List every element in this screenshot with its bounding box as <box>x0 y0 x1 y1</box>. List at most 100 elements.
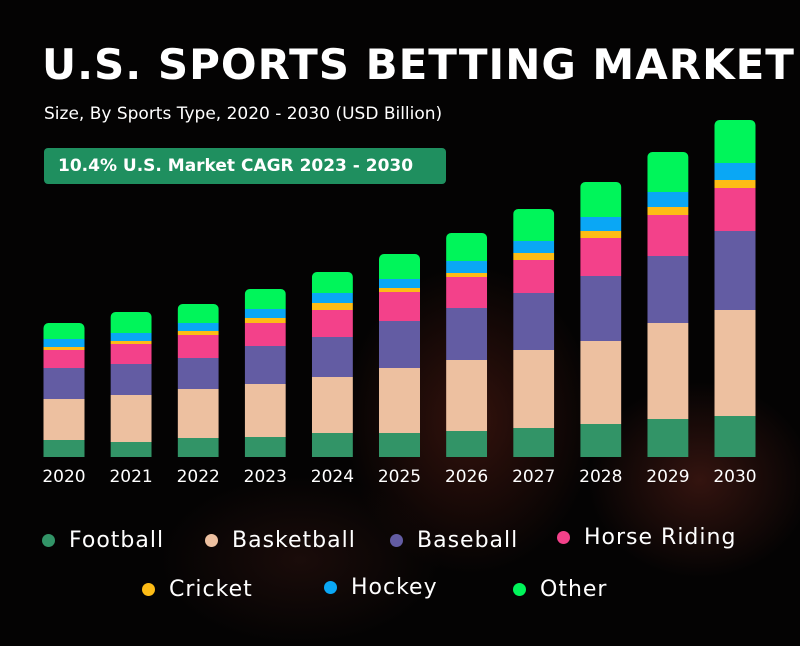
bar-segment-other-2024 <box>311 272 353 293</box>
bar-2030 <box>714 120 756 457</box>
x-tick-label: 2030 <box>713 467 756 487</box>
bar-segment-other-2028 <box>580 182 622 217</box>
legend-swatch <box>324 581 337 594</box>
legend-label: Other <box>540 577 608 602</box>
bar-segment-cricket-2027 <box>513 253 555 260</box>
legend-label: Basketball <box>232 528 356 553</box>
bar-segment-baseball-2030 <box>714 231 756 310</box>
bar-segment-hockey-2025 <box>379 279 420 288</box>
bar-segment-basketball-2021 <box>110 395 152 442</box>
legend-label: Hockey <box>351 575 438 600</box>
bar-segment-football-2025 <box>379 433 420 457</box>
bar-segment-cricket-2024 <box>311 303 353 310</box>
bar-segment-horse-riding-2030 <box>714 188 756 231</box>
bar-segment-football-2028 <box>580 424 622 457</box>
bar-segment-basketball-2026 <box>446 360 488 431</box>
legend-swatch <box>513 583 526 596</box>
bar-segment-hockey-2030 <box>714 163 756 180</box>
bar-2027 <box>513 209 555 457</box>
bar-segment-baseball-2026 <box>446 308 488 360</box>
bar-segment-basketball-2024 <box>311 377 353 433</box>
legend-item-hockey: Hockey <box>324 575 438 600</box>
bar-segment-football-2020 <box>43 440 85 457</box>
bar-segment-other-2027 <box>513 209 555 241</box>
bar-segment-basketball-2022 <box>177 389 219 438</box>
bar-segment-basketball-2020 <box>43 399 85 440</box>
bar-segment-hockey-2022 <box>177 323 219 331</box>
bar-segment-football-2026 <box>446 431 488 457</box>
bar-segment-cricket-2023 <box>244 318 286 323</box>
legend-label: Cricket <box>169 577 253 602</box>
bar-2028 <box>580 182 622 457</box>
bar-segment-cricket-2029 <box>647 207 689 215</box>
chart-subtitle: Size, By Sports Type, 2020 - 2030 (USD B… <box>44 104 443 124</box>
bar-segment-other-2030 <box>714 120 756 163</box>
bar-segment-horse-riding-2025 <box>379 292 420 321</box>
bar-segment-baseball-2021 <box>110 364 152 395</box>
bar-segment-other-2026 <box>446 233 488 261</box>
bar-segment-cricket-2022 <box>177 331 219 335</box>
bar-2026 <box>446 233 488 457</box>
bar-2020 <box>43 323 85 457</box>
bar-segment-cricket-2026 <box>446 273 488 277</box>
x-tick-label: 2027 <box>512 467 555 487</box>
legend-swatch <box>142 583 155 596</box>
legend-label: Football <box>69 528 165 553</box>
bar-segment-horse-riding-2021 <box>110 344 152 364</box>
bar-segment-horse-riding-2022 <box>177 335 219 358</box>
bar-segment-other-2023 <box>244 289 286 309</box>
bar-segment-hockey-2020 <box>43 339 85 347</box>
bar-2025 <box>379 254 420 457</box>
x-tick-label: 2028 <box>579 467 622 487</box>
bar-segment-football-2021 <box>110 442 152 457</box>
bar-segment-baseball-2027 <box>513 293 555 350</box>
bar-segment-football-2029 <box>647 419 689 457</box>
x-tick-label: 2022 <box>177 467 220 487</box>
legend-swatch <box>42 534 55 547</box>
x-tick-label: 2023 <box>244 467 287 487</box>
bar-2024 <box>311 272 353 457</box>
bar-segment-baseball-2023 <box>244 346 286 384</box>
legend-item-football: Football <box>42 528 164 553</box>
legend-swatch <box>205 534 218 547</box>
legend-item-basketball: Basketball <box>205 528 356 553</box>
bar-segment-football-2024 <box>311 433 353 457</box>
chart-title: U.S. SPORTS BETTING MARKET <box>42 40 795 89</box>
legend-label: Baseball <box>417 528 519 553</box>
bar-segment-other-2022 <box>177 304 219 323</box>
bar-segment-cricket-2021 <box>110 341 152 344</box>
bar-segment-hockey-2021 <box>110 333 152 341</box>
bar-segment-other-2025 <box>379 254 420 279</box>
bar-segment-football-2027 <box>513 428 555 457</box>
bar-segment-baseball-2024 <box>311 337 353 377</box>
bar-segment-hockey-2028 <box>580 217 622 231</box>
bar-2021 <box>110 312 152 457</box>
bar-segment-horse-riding-2028 <box>580 238 622 276</box>
bar-segment-horse-riding-2027 <box>513 260 555 293</box>
bar-segment-hockey-2026 <box>446 261 488 273</box>
bar-segment-other-2020 <box>43 323 85 339</box>
bar-segment-baseball-2025 <box>379 321 420 368</box>
bar-segment-baseball-2028 <box>580 276 622 341</box>
bar-segment-horse-riding-2026 <box>446 277 488 308</box>
bar-segment-basketball-2025 <box>379 368 420 433</box>
bar-segment-basketball-2030 <box>714 310 756 416</box>
legend-item-cricket: Cricket <box>142 577 253 602</box>
legend-label: Horse Riding <box>584 525 737 550</box>
x-tick-label: 2029 <box>646 467 689 487</box>
x-tick-label: 2024 <box>311 467 354 487</box>
bar-2029 <box>647 152 689 457</box>
cagr-badge: 10.4% U.S. Market CAGR 2023 - 2030 <box>44 148 446 184</box>
x-tick-label: 2025 <box>378 467 421 487</box>
bar-segment-baseball-2022 <box>177 358 219 389</box>
bar-segment-cricket-2025 <box>379 288 420 292</box>
bar-segment-cricket-2020 <box>43 347 85 350</box>
bar-2023 <box>244 289 286 457</box>
bar-segment-hockey-2023 <box>244 309 286 318</box>
legend-item-baseball: Baseball <box>390 528 518 553</box>
bar-segment-basketball-2023 <box>244 384 286 437</box>
bar-segment-other-2029 <box>647 152 689 192</box>
bar-segment-baseball-2020 <box>43 368 85 399</box>
bar-segment-basketball-2028 <box>580 341 622 424</box>
